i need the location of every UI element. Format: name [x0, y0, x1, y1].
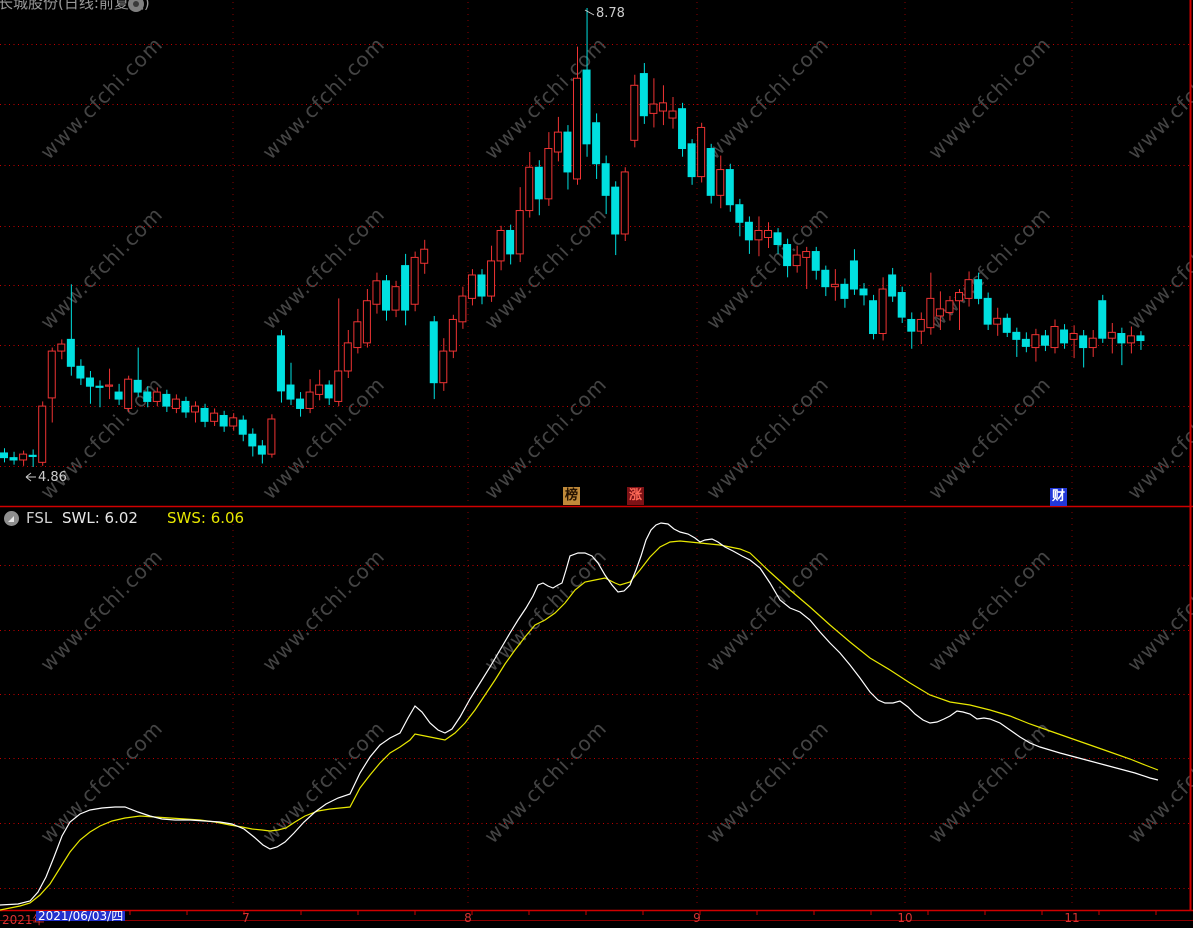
axis-date-cell: 2021/06/03/四 [36, 909, 126, 923]
low-price-annotation: 4.86 [38, 470, 67, 485]
axis-month-label: 10 [897, 911, 913, 925]
indicator-collapse-icon[interactable] [4, 511, 19, 526]
axis-month-label: 8 [464, 911, 472, 925]
quick-tag-2[interactable]: 财 [1050, 488, 1067, 506]
quick-tag-1[interactable]: 涨 [627, 487, 644, 505]
axis-month-label: 11 [1064, 911, 1080, 925]
title-badge-icon[interactable] [128, 0, 144, 12]
indicator-sws-value: SWS: 6.06 [167, 509, 245, 527]
indicator-swl-value: SWL: 6.02 [62, 509, 138, 527]
indicator-name: FSL [26, 509, 53, 527]
axis-month-label: 9 [693, 911, 701, 925]
stock-title: 长城股份(日线:前复权) [0, 0, 150, 12]
axis-month-label: 7 [242, 911, 250, 925]
quick-tag-0[interactable]: 榜 [563, 487, 580, 505]
high-price-annotation: 8.78 [596, 6, 625, 21]
